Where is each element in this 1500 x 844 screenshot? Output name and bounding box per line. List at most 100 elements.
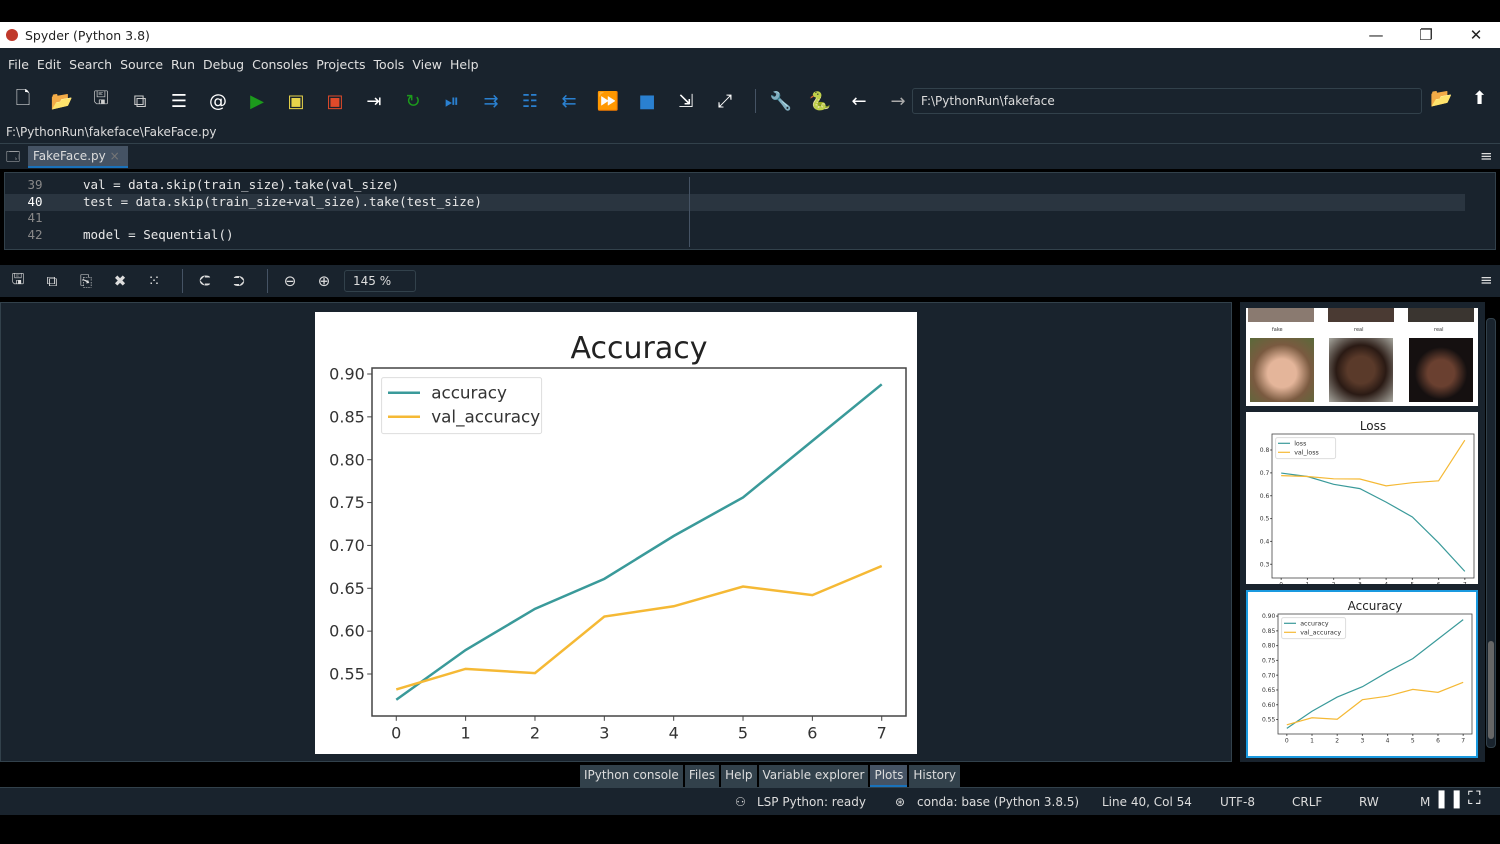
tab-files[interactable]: Files <box>684 765 720 787</box>
working-directory-input[interactable]: F:\PythonRun\fakeface <box>912 88 1422 114</box>
series-line-loss <box>1281 472 1466 572</box>
remove-all-plots-icon[interactable]: ⁙ <box>147 272 161 290</box>
remove-plot-icon[interactable]: ✖ <box>113 272 127 290</box>
code-text: val = data.skip(train_size).take(val_siz… <box>83 177 400 192</box>
menu-view[interactable]: View <box>412 56 442 72</box>
step-icon[interactable]: ⇉ <box>483 90 499 112</box>
tab-variable-explorer[interactable]: Variable explorer <box>758 765 869 787</box>
title-bar: Spyder (Python 3.8) — ❐ ✕ <box>0 22 1500 48</box>
plot-frame <box>1277 613 1473 735</box>
scrollbar-thumb[interactable] <box>1488 641 1494 739</box>
zoom-in-icon[interactable]: ⊕ <box>317 272 331 290</box>
run-selection-icon[interactable]: ⇥ <box>366 90 382 112</box>
screen-icon[interactable]: ⛶ <box>1468 788 1481 809</box>
menu-search[interactable]: Search <box>69 56 113 72</box>
run-cell-icon[interactable]: ▣ <box>287 90 305 112</box>
previous-plot-icon[interactable]: ⮈ <box>199 272 211 290</box>
menu-help[interactable]: Help <box>450 56 479 72</box>
y-tick-label: 0.60 <box>1262 702 1276 709</box>
next-plot-icon[interactable]: ⮊ <box>233 272 245 290</box>
thumbnail-loss[interactable]: Loss 0.3 0.4 0.5 0.6 0.7 0.8 0 1 2 3 4 5 6 7 loss val_lo… <box>1246 412 1478 588</box>
x-tick-label: 0 <box>391 723 401 742</box>
series-line-val_loss <box>1281 439 1466 487</box>
save-all-icon[interactable]: ⧉ <box>133 90 147 112</box>
x-tick-label: 6 <box>1437 581 1441 584</box>
debug-icon[interactable]: ⏯ <box>444 90 460 112</box>
step-into-icon[interactable]: ☷ <box>521 90 539 112</box>
save-plot-icon[interactable]: 🖫 <box>11 269 25 288</box>
menu-consoles[interactable]: Consoles <box>252 56 309 72</box>
tab-help[interactable]: Help <box>721 765 757 787</box>
face-image <box>1250 338 1314 402</box>
code-line[interactable]: 41 <box>5 210 1465 227</box>
close-button[interactable]: ✕ <box>1469 26 1483 44</box>
code-text: model = Sequential() <box>83 226 234 242</box>
preferences-icon[interactable]: 🔧 <box>769 90 793 112</box>
thumbnail-faces[interactable]: fake real real <box>1246 308 1478 406</box>
face-image <box>1248 308 1314 322</box>
y-tick-label: 0.60 <box>329 622 365 641</box>
menu-debug[interactable]: Debug <box>203 56 245 72</box>
plot-frame <box>1271 433 1475 579</box>
pause-icon[interactable]: ❚❚ <box>1434 788 1465 809</box>
tab-plots[interactable]: Plots <box>870 765 908 787</box>
face-image <box>1409 338 1473 402</box>
close-tab-icon[interactable]: × <box>109 149 120 163</box>
copy-plot-icon[interactable]: ⎘ <box>79 272 92 290</box>
x-tick-label: 7 <box>1461 737 1465 744</box>
open-file-icon[interactable]: 📂 <box>50 90 74 112</box>
legend-label: val_accuracy <box>1300 629 1341 636</box>
tab-fakeface[interactable]: FakeFace.py × <box>28 146 128 168</box>
file-path: F:\PythonRun\fakeface\FakeFace.py <box>0 122 1500 143</box>
restore-button[interactable]: ❐ <box>1419 26 1433 44</box>
maximize-pane-icon[interactable]: ⇲ <box>678 90 694 112</box>
python-path-icon[interactable]: 🐍 <box>808 90 832 112</box>
code-line[interactable]: 40 test = data.skip(train_size+val_size).… <box>5 193 1465 211</box>
x-tick-label: 5 <box>738 723 748 742</box>
save-all-plots-icon[interactable]: ⧉ <box>46 272 58 290</box>
browse-folder-icon[interactable]: 📂 <box>1430 88 1453 109</box>
rerun-icon[interactable]: ↻ <box>405 90 421 112</box>
face-image <box>1408 308 1474 322</box>
encoding: UTF-8 <box>1220 795 1255 809</box>
outline-icon[interactable]: ☰ <box>170 90 188 112</box>
stop-icon[interactable]: ■ <box>638 90 656 112</box>
run-cell-advance-icon[interactable]: ▣ <box>326 90 344 112</box>
line-number: 39 <box>27 177 43 192</box>
continue-icon[interactable]: ⏩ <box>596 90 620 112</box>
conda-env[interactable]: conda: base (Python 3.8.5) <box>917 795 1080 809</box>
tab-history[interactable]: History <box>909 765 961 787</box>
fullscreen-icon[interactable]: ⤢ <box>717 90 733 112</box>
menu-source[interactable]: Source <box>120 56 164 72</box>
zoom-out-icon[interactable]: ⊖ <box>283 272 297 290</box>
code-line[interactable]: 42 model = Sequential() <box>5 227 1465 244</box>
tab-ipython-console[interactable]: IPython console <box>580 765 683 787</box>
run-icon[interactable]: ▶ <box>250 90 264 112</box>
legend <box>381 377 543 435</box>
thumbnail-accuracy[interactable]: Accuracy 0.55 0.60 0.65 0.70 0.75 0.80 0.85 0.90… <box>1246 590 1478 758</box>
x-tick-label: 4 <box>669 723 679 742</box>
parent-directory-icon[interactable]: ⬆ <box>1472 88 1488 109</box>
forward-icon[interactable]: → <box>890 90 906 112</box>
browse-tabs-icon[interactable]: 🗔 <box>6 150 21 165</box>
menu-projects[interactable]: Projects <box>316 56 366 72</box>
code-editor[interactable]: 39 val = data.skip(train_size).take(val_s… <box>4 172 1496 250</box>
code-line[interactable]: 39 val = data.skip(train_size).take(val_s… <box>5 177 1465 194</box>
menu-run[interactable]: Run <box>171 56 195 72</box>
at-icon[interactable]: @ <box>209 90 227 112</box>
x-tick-label: 7 <box>877 723 887 742</box>
plots-options-icon[interactable]: ≡ <box>1480 271 1493 289</box>
save-icon[interactable]: 🖫 <box>93 88 109 109</box>
back-icon[interactable]: ← <box>851 90 867 112</box>
y-tick-label: 0.80 <box>329 450 365 469</box>
menu-edit[interactable]: Edit <box>36 56 62 72</box>
tab-label: FakeFace.py <box>33 149 106 163</box>
thumbnails-scrollbar[interactable] <box>1486 318 1496 748</box>
zoom-level[interactable]: 145 % <box>344 270 416 292</box>
menu-file[interactable]: File <box>8 56 29 72</box>
step-return-icon[interactable]: ⇇ <box>561 90 577 112</box>
menu-tools[interactable]: Tools <box>373 56 405 72</box>
options-menu-icon[interactable]: ≡ <box>1480 147 1493 165</box>
new-file-icon[interactable]: 🗋 <box>15 88 31 109</box>
minimize-button[interactable]: — <box>1368 26 1384 44</box>
